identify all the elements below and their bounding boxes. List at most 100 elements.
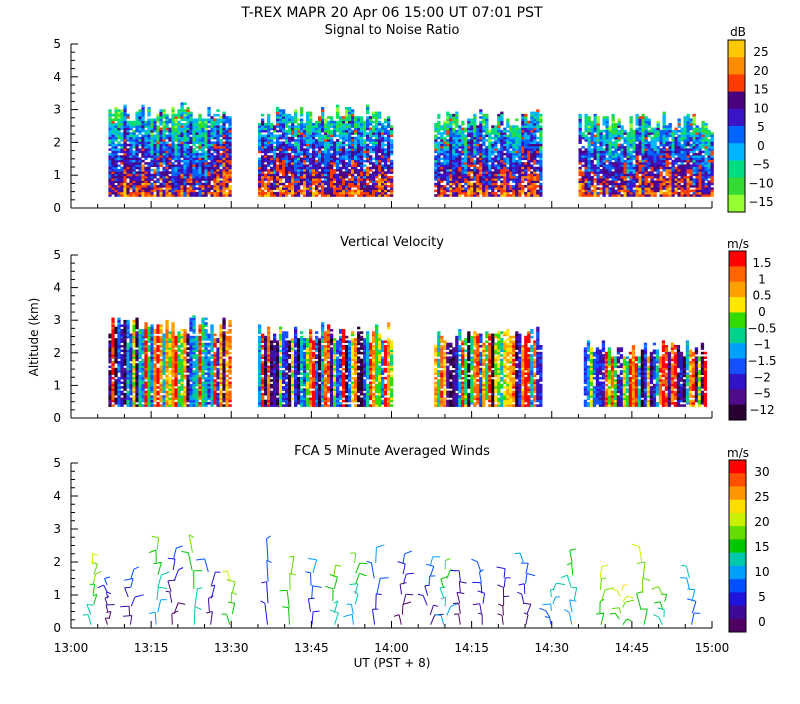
heatmap-cell xyxy=(530,129,534,133)
heatmap-cell xyxy=(198,178,202,181)
heatmap-cell xyxy=(357,162,361,165)
heatmap-cell xyxy=(536,173,540,177)
heatmap-cell xyxy=(440,173,444,177)
heatmap-cell xyxy=(174,185,178,188)
heatmap-cell xyxy=(303,157,307,161)
heatmap-cell xyxy=(213,189,217,193)
heatmap-cell xyxy=(120,191,124,195)
heatmap-cell xyxy=(488,146,492,149)
heatmap-cell xyxy=(189,125,193,128)
heatmap-cell xyxy=(476,127,480,131)
heatmap-cell xyxy=(644,171,648,174)
heatmap-cell xyxy=(216,132,220,135)
heatmap-cell xyxy=(671,175,675,179)
heatmap-cell xyxy=(590,185,594,188)
heatmap-cell xyxy=(123,116,127,119)
heatmap-cell xyxy=(159,191,163,195)
heatmap-cell xyxy=(518,155,522,158)
heatmap-cell xyxy=(452,136,456,140)
heatmap-cell xyxy=(455,136,459,140)
heatmap-cell xyxy=(183,150,187,154)
heatmap-cell xyxy=(183,185,187,188)
heatmap-cell xyxy=(587,162,591,165)
heatmap-cell xyxy=(608,129,612,133)
heatmap-cell xyxy=(219,127,223,131)
heatmap-cell xyxy=(342,166,346,170)
heatmap-cell xyxy=(668,152,672,156)
heatmap-cell xyxy=(294,171,298,174)
heatmap-cell xyxy=(479,116,483,119)
heatmap-cell xyxy=(515,166,519,170)
heatmap-cell xyxy=(351,129,355,133)
heatmap-cell xyxy=(599,175,603,179)
heatmap-cell xyxy=(584,139,588,142)
heatmap-cell xyxy=(533,120,537,124)
heatmap-cell xyxy=(183,166,187,170)
heatmap-cell xyxy=(315,123,319,126)
heatmap-cell xyxy=(590,152,594,156)
heatmap-cell xyxy=(348,139,352,142)
heatmap-cell xyxy=(605,169,609,172)
heatmap-cell xyxy=(150,127,154,131)
heatmap-cell xyxy=(267,155,271,158)
heatmap-cell xyxy=(378,178,382,181)
heatmap-cell xyxy=(189,180,193,183)
heatmap-cell xyxy=(150,120,154,124)
heatmap-cell xyxy=(339,125,343,128)
heatmap-cell xyxy=(210,123,214,126)
heatmap-cell xyxy=(584,194,588,197)
heatmap-cell xyxy=(470,187,474,190)
heatmap-cell xyxy=(635,157,639,161)
heatmap-cell xyxy=(180,104,184,108)
heatmap-cell xyxy=(186,173,190,177)
heatmap-cell xyxy=(644,175,648,179)
heatmap-cell xyxy=(449,123,453,126)
heatmap-cell xyxy=(354,132,358,135)
heatmap-cell xyxy=(297,175,301,179)
heatmap-cell xyxy=(449,146,453,149)
heatmap-cell xyxy=(512,159,516,163)
heatmap-cell xyxy=(434,169,438,172)
heatmap-cell xyxy=(455,113,459,117)
heatmap-cell xyxy=(114,169,118,172)
heatmap-cell xyxy=(285,157,289,161)
heatmap-cell xyxy=(327,173,331,177)
heatmap-cell xyxy=(138,187,142,190)
heatmap-cell xyxy=(285,159,289,163)
heatmap-cell xyxy=(288,191,292,195)
heatmap-cell xyxy=(351,166,355,170)
heatmap-cell xyxy=(210,164,214,167)
heatmap-cell xyxy=(159,162,163,165)
heatmap-cell xyxy=(458,189,462,193)
heatmap-cell xyxy=(479,152,483,156)
heatmap-cell xyxy=(659,150,663,154)
heatmap-cell xyxy=(288,180,292,183)
heatmap-cell xyxy=(315,171,319,174)
heatmap-cell xyxy=(183,123,187,126)
heatmap-cell xyxy=(132,132,136,135)
heatmap-cell xyxy=(381,143,385,147)
heatmap-cell xyxy=(518,132,522,135)
heatmap-cell xyxy=(204,152,208,156)
heatmap-cell xyxy=(159,157,163,161)
heatmap-cell xyxy=(138,178,142,181)
heatmap-cell xyxy=(312,127,316,131)
heatmap-cell xyxy=(452,123,456,126)
heatmap-cell xyxy=(198,141,202,144)
heatmap-cell xyxy=(270,157,274,161)
heatmap-cell xyxy=(668,123,672,126)
heatmap-cell xyxy=(674,132,678,135)
heatmap-cell xyxy=(369,194,373,197)
heatmap-cell xyxy=(189,155,193,158)
heatmap-cell xyxy=(108,109,112,112)
heatmap-cell xyxy=(159,178,163,181)
heatmap-cell xyxy=(509,129,513,133)
heatmap-cell xyxy=(120,113,124,117)
heatmap-cell xyxy=(213,173,217,177)
heatmap-cell xyxy=(333,180,337,183)
heatmap-cell xyxy=(192,194,196,197)
heatmap-cell xyxy=(378,159,382,163)
heatmap-cell xyxy=(452,148,456,151)
heatmap-cell xyxy=(126,129,130,133)
